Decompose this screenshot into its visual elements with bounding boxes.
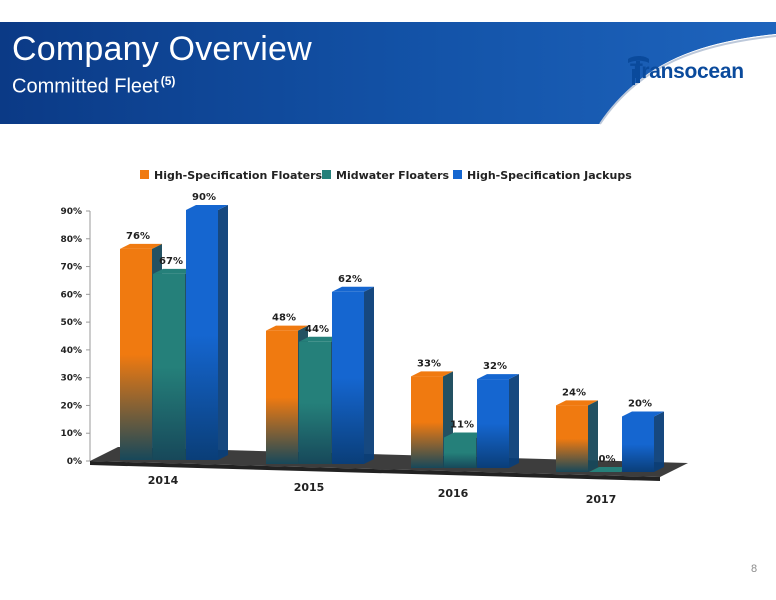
- bar-top: [120, 243, 162, 249]
- bar: [444, 437, 476, 468]
- bar: [556, 405, 588, 472]
- bar: [477, 379, 509, 468]
- data-label: 11%: [450, 419, 474, 430]
- header-banner: [0, 22, 776, 125]
- y-tick-label: 90%: [60, 207, 82, 217]
- data-label: 90%: [192, 192, 216, 203]
- bar-top: [299, 336, 341, 342]
- subtitle-text: Committed Fleet: [12, 75, 159, 98]
- chart-floor: [90, 447, 688, 477]
- bar: [622, 416, 654, 472]
- bar: [153, 273, 185, 460]
- bar-top: [622, 411, 664, 417]
- y-tick-label: 10%: [60, 429, 82, 439]
- bar-side: [364, 286, 374, 464]
- company-logo: Transocean: [626, 55, 744, 89]
- data-label: 44%: [305, 324, 329, 335]
- bar: [266, 330, 298, 464]
- bar-top: [444, 432, 486, 438]
- legend-label: High-Specification Floaters: [154, 169, 323, 182]
- page-number: 8: [751, 563, 758, 575]
- data-label: 62%: [338, 274, 362, 285]
- bar: [186, 210, 218, 460]
- data-label: 48%: [272, 313, 296, 324]
- y-tick-label: 40%: [60, 346, 82, 356]
- page-subtitle: Committed Fleet (5): [12, 74, 175, 99]
- footnote-ref: (5): [160, 74, 176, 88]
- y-tick-label: 0%: [67, 457, 82, 467]
- legend-label: High-Specification Jackups: [467, 169, 632, 182]
- category-label: 2017: [586, 493, 617, 506]
- bar-top: [556, 400, 598, 406]
- chart-floor-edge: [90, 461, 660, 481]
- bar: [120, 248, 152, 460]
- bar-top: [186, 205, 228, 210]
- data-label: 33%: [417, 358, 441, 369]
- legend-swatch: [140, 170, 149, 179]
- data-label: 32%: [483, 361, 507, 372]
- y-tick-label: 60%: [60, 290, 82, 300]
- category-label: 2014: [148, 474, 179, 487]
- slide-header: Company Overview Committed Fleet (5) Tran…: [0, 0, 776, 130]
- y-tick-label: 70%: [60, 263, 82, 273]
- page-title: Company Overview: [12, 30, 312, 68]
- bar: [411, 376, 443, 468]
- legend-swatch: [453, 170, 462, 179]
- bar-top: [411, 371, 453, 377]
- legend-label: Midwater Floaters: [336, 169, 450, 182]
- legend-swatch: [322, 170, 331, 179]
- bar-side: [509, 374, 519, 468]
- bar-side: [588, 400, 598, 472]
- transocean-logo-icon: [628, 56, 649, 85]
- bar: [299, 341, 331, 464]
- data-label: 0%: [599, 454, 616, 465]
- bar-top: [266, 325, 308, 331]
- bar-top: [332, 286, 374, 292]
- bar-top: [477, 374, 519, 380]
- y-tick-label: 80%: [60, 235, 82, 245]
- bar-side: [218, 205, 228, 460]
- data-label: 20%: [628, 398, 652, 409]
- bar: [332, 291, 364, 464]
- y-tick-label: 50%: [60, 318, 82, 328]
- bar-top: [153, 268, 195, 274]
- y-tick-label: 20%: [60, 401, 82, 411]
- data-label: 76%: [126, 231, 150, 242]
- category-label: 2016: [438, 487, 469, 500]
- category-label: 2015: [294, 481, 325, 494]
- data-label: 24%: [562, 387, 586, 398]
- data-label: 67%: [159, 256, 183, 267]
- logo-text: Transocean: [630, 60, 744, 83]
- bar-top: [589, 467, 631, 472]
- bar-side: [654, 411, 664, 472]
- y-tick-label: 30%: [60, 374, 82, 384]
